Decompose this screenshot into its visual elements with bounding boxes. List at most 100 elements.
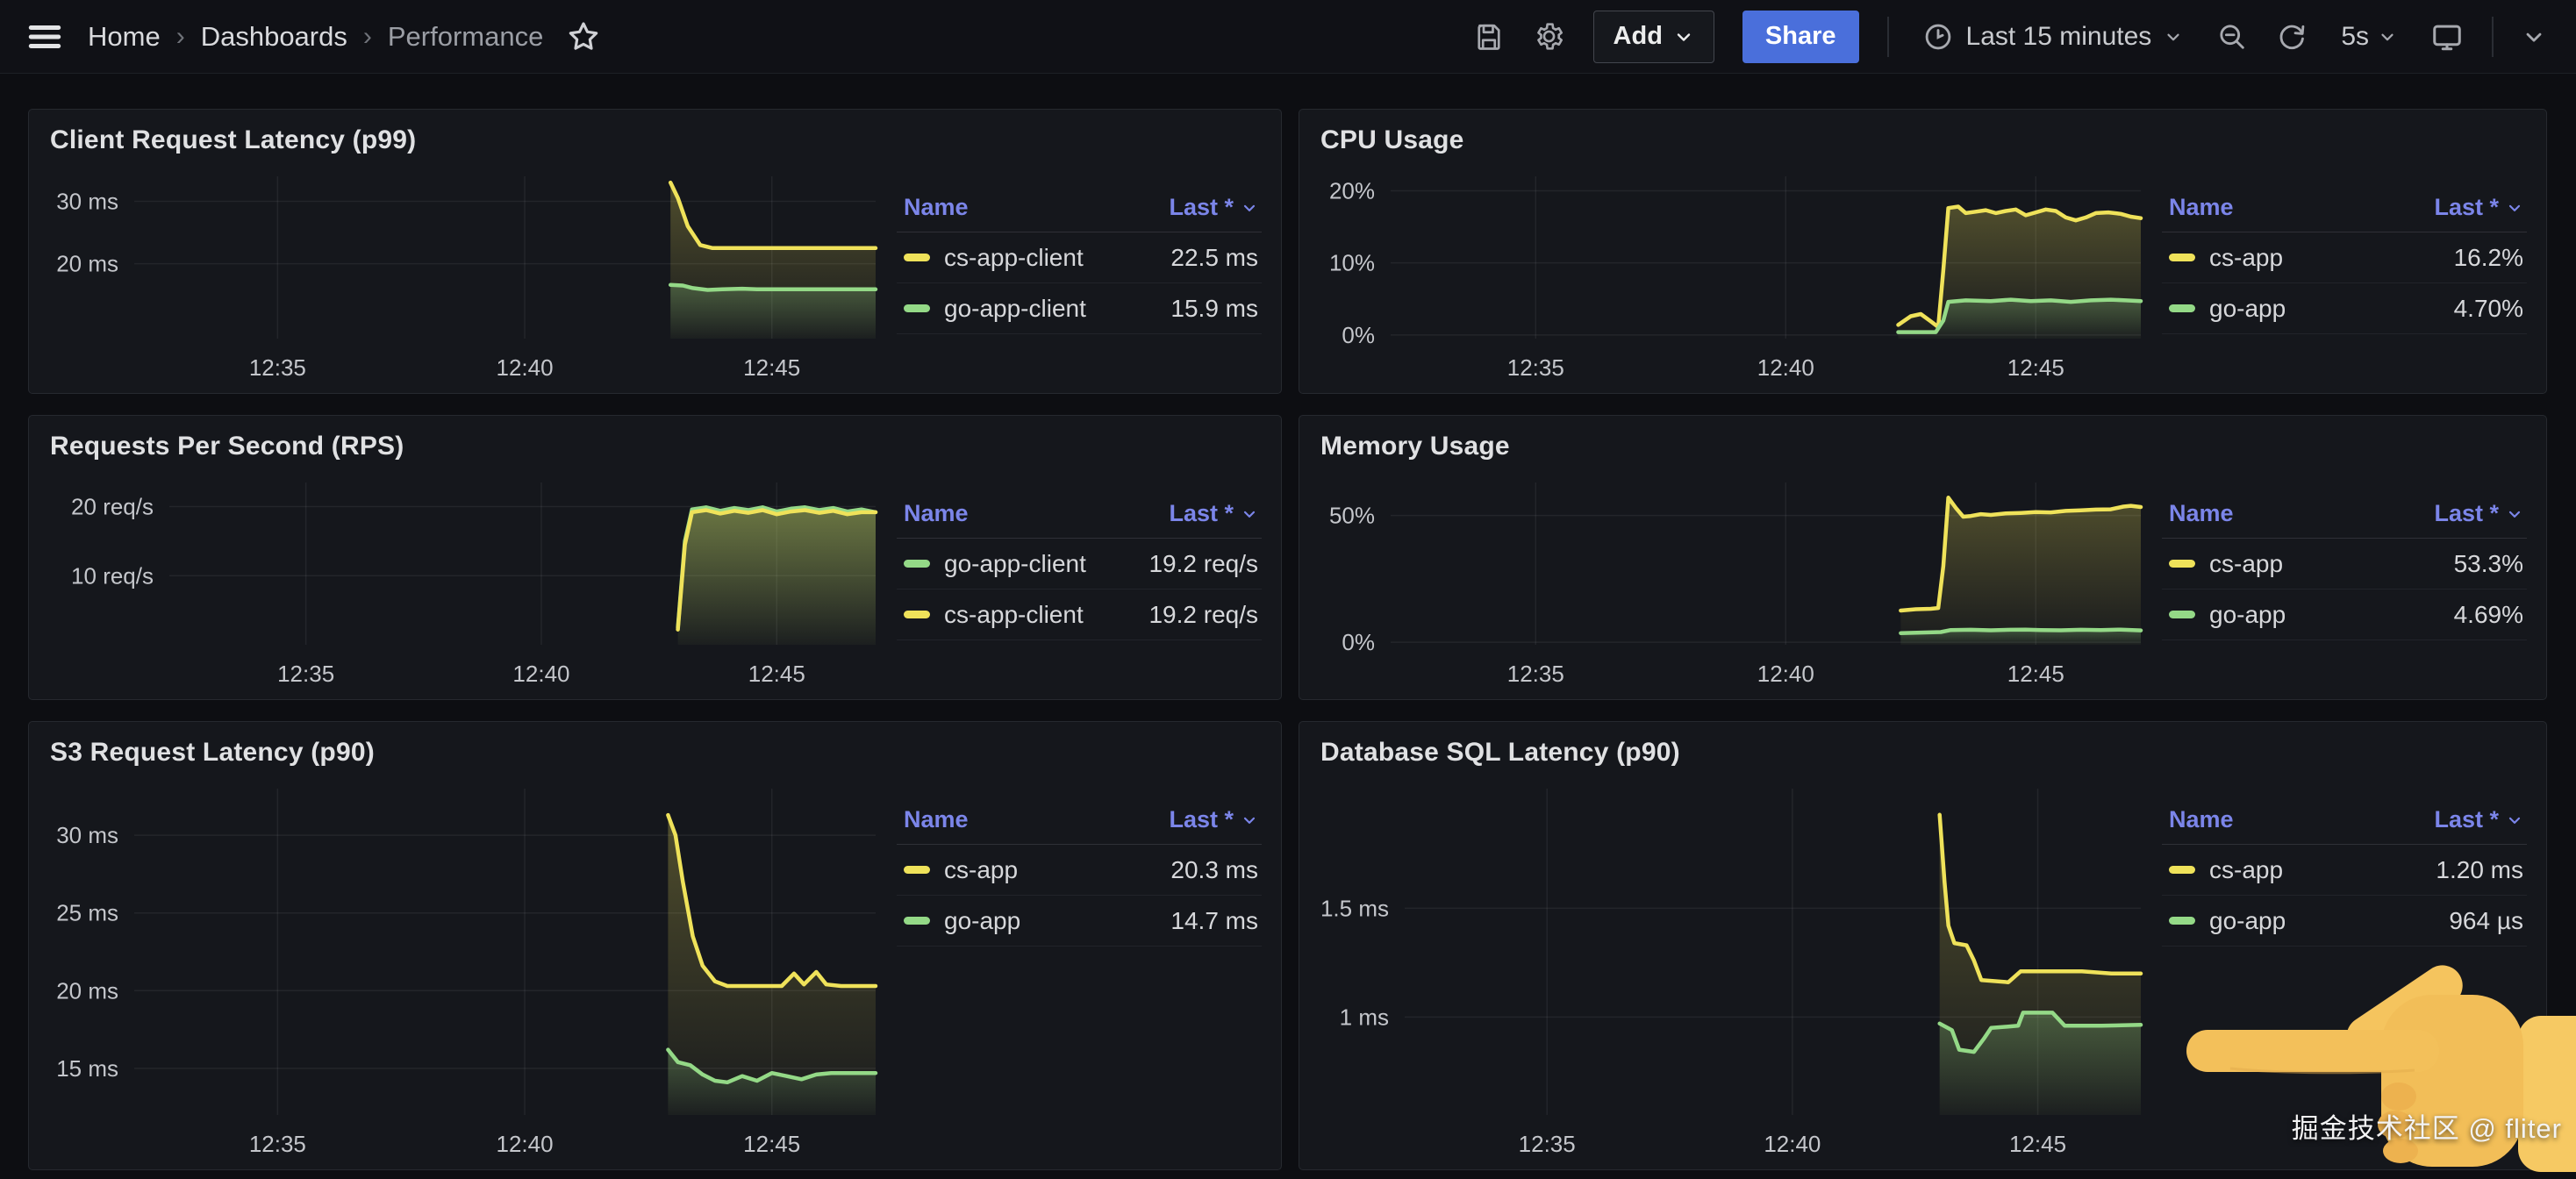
svg-text:0%: 0% [1342,629,1375,655]
refresh-interval-label: 5s [2341,21,2369,51]
svg-text:10%: 10% [1329,250,1375,276]
series-name[interactable]: go-app [944,906,1021,934]
legend-header-last-sort[interactable]: Last * [1169,500,1258,527]
chart-canvas[interactable]: 12:35 12:40 12:45 0% 50% [1306,470,2155,694]
panel-title[interactable]: CPU Usage [1320,125,1464,154]
time-series-chart[interactable]: 12:35 12:40 12:45 1 ms 1.5 ms [1306,776,2155,1164]
refresh-interval-picker[interactable]: 5s [2336,21,2402,53]
legend-header-last-sort[interactable]: Last * [1169,806,1258,833]
series-last-value: 15.9 ms [1170,294,1258,322]
add-panel-button[interactable]: Add [1592,10,1714,63]
legend-row[interactable]: go-app-client 19.2 req/s [897,539,1262,590]
svg-text:12:45: 12:45 [748,661,805,687]
legend-table: Name Last * go-app-client 19.2 req/s cs-ap… [890,470,1267,694]
legend-row[interactable]: go-app 964 µs [2162,896,2527,947]
svg-text:1.5 ms: 1.5 ms [1320,895,1389,921]
chart-canvas[interactable]: 12:35 12:40 12:45 20 ms 30 ms [36,164,890,388]
legend-row[interactable]: cs-app 16.2% [2162,232,2527,283]
series-name[interactable]: go-app-client [944,549,1086,577]
legend-header-last-label: Last * [2434,194,2499,220]
panel-title[interactable]: Database SQL Latency (p90) [1320,738,1680,767]
legend-rows: cs-app 53.3% go-app 4.69% [2162,539,2527,640]
chart-canvas[interactable]: 12:35 12:40 12:45 1 ms 1.5 ms [1306,776,2155,1164]
series-name[interactable]: cs-app [944,855,1019,883]
series-color-swatch [2169,917,2195,925]
time-range-picker[interactable]: Last 15 minutes [1917,20,2189,54]
breadcrumb-separator: › [362,21,372,51]
series-name[interactable]: cs-app [2209,243,2284,271]
legend-row[interactable]: cs-app 20.3 ms [897,845,1262,896]
panel-title[interactable]: Memory Usage [1320,432,1510,461]
cycle-view-mode-button[interactable] [2430,20,2464,54]
dashboard-settings-button[interactable] [1533,20,1565,53]
legend-row[interactable]: cs-app-client 22.5 ms [897,232,1262,283]
save-dashboard-button[interactable] [1473,21,1505,53]
favorite-star-button[interactable] [566,19,601,54]
panel-title[interactable]: S3 Request Latency (p90) [50,738,375,767]
panel-title[interactable]: Requests Per Second (RPS) [50,432,404,461]
series-color-swatch [2169,254,2195,261]
legend-header-last-sort[interactable]: Last * [2434,500,2523,527]
legend-row[interactable]: go-app-client 15.9 ms [897,283,1262,334]
chevron-down-icon [1243,204,1256,211]
panel-grid: Client Request Latency (p99) 12:35 12:40 1… [0,74,2576,1170]
svg-text:12:45: 12:45 [743,1131,800,1157]
series-name[interactable]: cs-app-client [944,600,1084,628]
hamburger-menu-button[interactable] [25,17,65,57]
gear-icon [1536,23,1563,50]
legend-row[interactable]: go-app 14.7 ms [897,896,1262,947]
share-button[interactable]: Share [1742,10,1859,63]
zoom-out-time-button[interactable] [2216,21,2248,53]
series-color-swatch [904,917,930,925]
series-name[interactable]: cs-app [2209,855,2284,883]
legend-row[interactable]: cs-app 1.20 ms [2162,845,2527,896]
time-series-chart[interactable]: 12:35 12:40 12:45 15 ms 20 ms 25 ms 30 ms [36,776,890,1164]
legend-header-name[interactable]: Name [904,500,969,526]
svg-text:50%: 50% [1329,503,1375,529]
time-series-chart[interactable]: 12:35 12:40 12:45 0% 10% 20% [1306,164,2155,388]
breadcrumb-home[interactable]: Home [88,20,161,52]
refresh-dashboard-button[interactable] [2276,21,2308,53]
breadcrumb-dashboards[interactable]: Dashboards [200,20,347,52]
share-button-label: Share [1764,22,1836,50]
legend-row[interactable]: cs-app-client 19.2 req/s [897,590,1262,640]
legend-table: Name Last * cs-app-client 22.5 ms go-app-c… [890,164,1267,388]
legend-row[interactable]: go-app 4.69% [2162,590,2527,640]
legend-header-last-sort[interactable]: Last * [2434,806,2523,833]
legend-header-name[interactable]: Name [904,806,969,832]
time-series-chart[interactable]: 12:35 12:40 12:45 10 req/s 20 req/s [36,470,890,694]
breadcrumb: Home › Dashboards › Performance [88,21,543,53]
series-name[interactable]: go-app [2209,294,2286,322]
legend-header-last-sort[interactable]: Last * [1169,194,1258,221]
legend-row[interactable]: go-app 4.70% [2162,283,2527,334]
legend-header-name[interactable]: Name [2169,194,2234,220]
legend-header-name[interactable]: Name [2169,500,2234,526]
series-name[interactable]: go-app [2209,600,2286,628]
series-name[interactable]: cs-app-client [944,243,1084,271]
chart-canvas[interactable]: 12:35 12:40 12:45 10 req/s 20 req/s [36,470,890,694]
legend-header: Name Last * [897,194,1262,232]
time-series-chart[interactable]: 12:35 12:40 12:45 20 ms 30 ms [36,164,890,388]
time-series-chart[interactable]: 12:35 12:40 12:45 0% 50% [1306,470,2155,694]
add-button-label: Add [1613,22,1663,50]
series-name[interactable]: go-app-client [944,294,1086,322]
legend-row[interactable]: cs-app 53.3% [2162,539,2527,590]
monitor-icon [2433,25,2461,50]
series-color-swatch [904,254,930,261]
panel-title[interactable]: Client Request Latency (p99) [50,125,417,154]
collapse-toolbar-button[interactable] [2522,25,2546,49]
chart-canvas[interactable]: 12:35 12:40 12:45 0% 10% 20% [1306,164,2155,388]
dashboard-panel: S3 Request Latency (p90) 12:35 12:40 12:45… [28,721,1282,1170]
legend-header-name[interactable]: Name [2169,806,2234,832]
legend-header-last-sort[interactable]: Last * [2434,194,2523,221]
panel-body: 12:35 12:40 12:45 15 ms 20 ms 25 ms 30 ms Name… [36,776,1267,1164]
chart-canvas[interactable]: 12:35 12:40 12:45 15 ms 20 ms 25 ms 30 ms [36,776,890,1164]
svg-text:12:35: 12:35 [1507,354,1564,381]
series-name[interactable]: go-app [2209,906,2286,934]
svg-text:12:40: 12:40 [512,661,569,687]
toolbar-divider [2492,16,2494,57]
legend-rows: cs-app 1.20 ms go-app 964 µs [2162,845,2527,947]
series-name[interactable]: cs-app [2209,549,2284,577]
legend-header-name[interactable]: Name [904,194,969,220]
